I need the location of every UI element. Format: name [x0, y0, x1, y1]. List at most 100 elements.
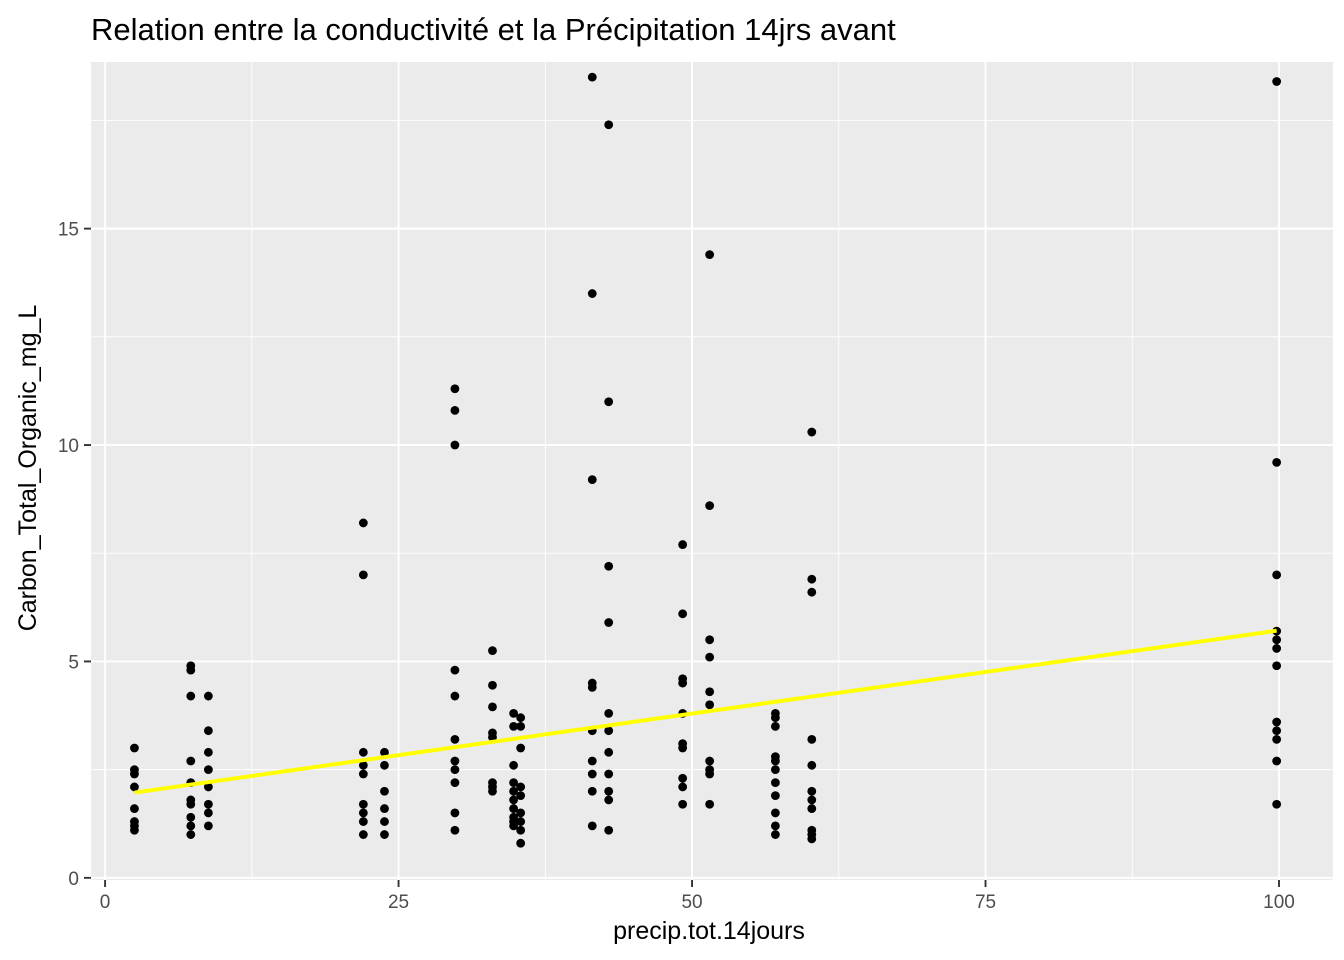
- data-point: [587, 786, 597, 796]
- data-point: [203, 821, 213, 831]
- x-tick-label: 25: [388, 892, 409, 913]
- data-point: [358, 570, 368, 580]
- data-point: [1272, 661, 1282, 671]
- data-point: [488, 646, 497, 656]
- data-point: [604, 825, 614, 835]
- data-point: [587, 683, 597, 692]
- data-point: [604, 726, 614, 736]
- data-point: [807, 834, 817, 844]
- data-point: [705, 799, 715, 809]
- data-point: [678, 678, 688, 688]
- data-point: [587, 769, 597, 779]
- data-point: [203, 765, 213, 775]
- x-axis-title: precip.tot.14jours: [613, 917, 805, 945]
- data-point: [604, 120, 614, 130]
- data-point: [450, 440, 460, 450]
- data-point: [1272, 726, 1282, 736]
- data-point: [509, 795, 519, 805]
- data-point: [770, 821, 780, 831]
- data-point: [705, 652, 715, 662]
- data-point: [488, 680, 497, 690]
- data-point: [807, 734, 817, 744]
- data-point: [516, 808, 526, 818]
- y-tick-label: 5: [68, 652, 79, 673]
- data-point: [203, 747, 213, 757]
- data-point: [186, 812, 196, 822]
- data-point: [516, 713, 526, 723]
- data-point: [509, 778, 519, 788]
- y-tick-label: 0: [68, 869, 79, 890]
- data-point: [130, 769, 139, 779]
- data-point: [186, 821, 196, 831]
- data-point: [203, 691, 213, 701]
- data-point: [604, 795, 614, 805]
- data-point: [380, 760, 389, 770]
- data-point: [450, 825, 460, 835]
- data-point: [203, 808, 213, 818]
- data-point: [1272, 77, 1282, 86]
- data-point: [358, 808, 368, 818]
- data-point: [587, 289, 597, 298]
- data-point: [186, 691, 196, 701]
- data-point: [770, 808, 780, 818]
- major-gridlines: [91, 62, 1333, 880]
- data-point: [509, 708, 519, 718]
- data-point: [358, 830, 368, 839]
- data-point: [450, 808, 460, 818]
- data-point: [358, 817, 368, 826]
- data-point: [450, 406, 460, 415]
- data-point: [509, 760, 519, 770]
- data-point: [516, 817, 526, 826]
- data-point: [807, 786, 817, 796]
- data-point: [516, 825, 526, 835]
- data-point: [380, 747, 389, 757]
- data-point: [203, 799, 213, 809]
- data-point: [358, 769, 368, 779]
- data-point: [488, 732, 497, 742]
- data-point: [516, 743, 526, 753]
- data-point: [587, 756, 597, 766]
- data-point: [587, 72, 597, 82]
- data-point: [678, 782, 688, 792]
- data-point: [705, 635, 715, 645]
- data-point: [450, 665, 460, 675]
- data-point: [358, 760, 368, 770]
- data-point: [358, 799, 368, 809]
- data-point: [380, 804, 389, 813]
- data-point: [807, 760, 817, 770]
- data-point: [678, 799, 688, 809]
- data-point: [186, 830, 196, 839]
- data-point: [1272, 717, 1282, 727]
- data-point: [678, 773, 688, 783]
- y-axis-title: Carbon_Total_Organic_mg_L: [14, 305, 42, 632]
- data-point: [450, 778, 460, 788]
- data-point: [450, 691, 460, 701]
- x-tick-label: 75: [975, 892, 996, 913]
- data-point: [807, 795, 817, 805]
- data-point: [587, 475, 597, 485]
- data-point: [705, 250, 715, 259]
- y-tick-label: 15: [58, 220, 79, 241]
- data-point: [604, 618, 614, 627]
- data-point: [1272, 457, 1282, 467]
- data-point: [380, 786, 389, 796]
- data-point: [450, 384, 460, 394]
- data-point: [516, 791, 526, 801]
- data-point: [130, 825, 139, 835]
- data-point: [516, 838, 526, 848]
- data-point: [770, 830, 780, 839]
- data-point: [807, 804, 817, 813]
- data-point: [509, 804, 519, 813]
- x-tick-label: 100: [1263, 892, 1295, 913]
- data-point: [770, 713, 780, 723]
- data-point: [770, 756, 780, 766]
- data-point: [770, 765, 780, 775]
- data-point: [604, 397, 614, 407]
- data-point: [678, 540, 688, 549]
- data-point: [358, 518, 368, 528]
- data-point: [130, 782, 139, 792]
- trend-line: [134, 628, 1277, 795]
- data-point: [186, 799, 196, 809]
- data-point: [1272, 644, 1282, 653]
- data-point: [450, 734, 460, 744]
